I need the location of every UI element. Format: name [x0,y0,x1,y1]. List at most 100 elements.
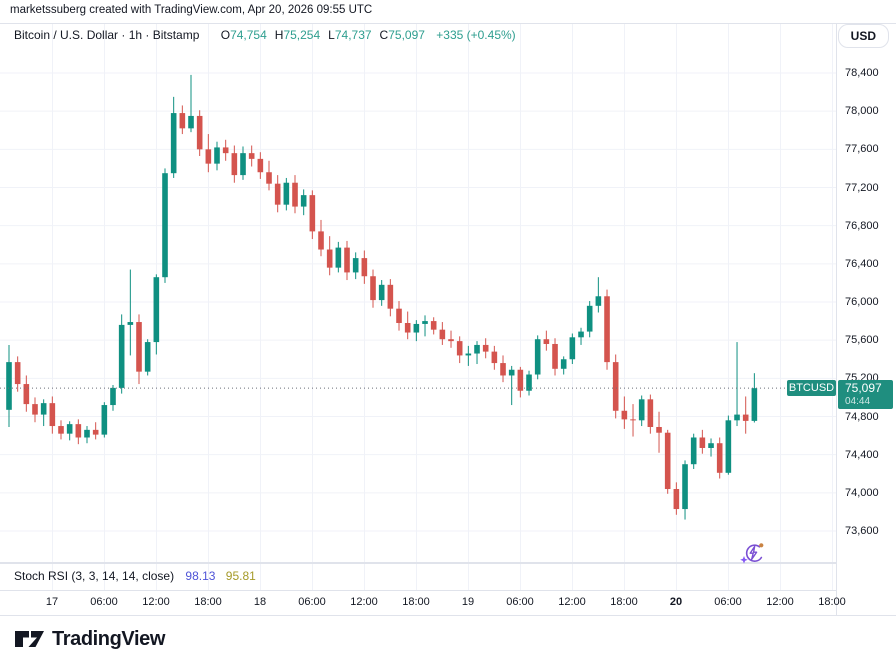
time-axis[interactable]: 17 06:00 12:00 18:00 18 06:00 12:00 18:00 19 06:0… [0,590,846,616]
candle-body [604,296,610,363]
candle-body [274,183,281,205]
candle-body [673,489,680,510]
candle-body [448,339,454,342]
candle-body [621,410,628,420]
candle-body [595,296,602,306]
candle-body [66,424,73,434]
candle-body [552,343,558,369]
candle-body [266,172,272,184]
candle-body [586,305,593,332]
chart-legend: Bitcoin / U.S. Dollar · 1h · Bitstamp O7… [14,28,516,42]
candle-body [413,323,420,333]
candle-body [638,399,645,421]
candle-body [742,414,749,421]
ai-refresh-icon [740,543,764,564]
candle-body [656,426,662,433]
candle-body [6,362,12,410]
candle-body [162,173,168,278]
candle-body [664,432,671,490]
tradingview-logo[interactable]: TradingView [14,626,165,652]
price-axis-label: 74,400 [845,448,879,461]
open-label: O [220,28,231,42]
candle-body [378,284,385,301]
candle-body [118,324,125,388]
candle-body [300,195,307,207]
high-label: H [274,28,284,42]
bar-countdown: 04:44 [845,396,871,408]
candle-body [84,429,90,438]
candle-body [387,284,394,309]
price-axis-label: 75,600 [845,334,879,347]
candle-body [344,247,350,273]
indicator-title[interactable]: Stoch RSI (3, 3, 14, 14, close) [14,569,175,583]
low-value: 74,737 [334,28,372,42]
pane-divider[interactable] [0,562,836,564]
candle-body [569,337,576,360]
price-axis-label: 74,000 [845,486,879,499]
candle-body [196,115,203,150]
candle-body [214,147,220,164]
candle-body [699,437,706,448]
low-label: L [328,28,335,42]
attribution-text: marketssuberg created with TradingView.c… [10,4,373,16]
time-axis-label: 12:00 [558,596,586,608]
candle-body [517,369,524,391]
time-axis-label: 18:00 [194,596,222,608]
time-axis-label: 06:00 [714,596,742,608]
close-value: 75,097 [388,28,425,42]
candle-body [127,322,134,325]
time-axis-label: 20 [669,596,683,608]
candle-body [318,231,324,250]
candle-body [612,362,619,411]
candle-body [543,339,550,344]
price-axis-label: 78,000 [845,105,879,118]
attribution-bar: marketssuberg created with TradingView.c… [0,0,896,24]
candle-body [136,322,142,372]
candlestick-chart[interactable] [0,0,836,615]
candle-body [508,369,515,376]
candle-body [352,258,359,273]
candle-body [370,276,376,301]
candle-body [92,429,99,435]
time-axis-label: 12:00 [350,596,378,608]
candle-body [526,374,532,391]
time-axis-label: 19 [461,596,475,608]
candle-body [58,426,64,434]
ai-refresh-button[interactable] [738,538,768,568]
indicator-k-value: 98.13 [185,569,216,583]
price-axis[interactable]: 75,097 04:44 78,400 78,000 77,600 77,200 76,… [836,23,896,615]
candle-body [110,387,116,406]
symbol-title[interactable]: Bitcoin / U.S. Dollar · 1h · Bitstamp [14,28,200,42]
candle-body [491,351,498,364]
candle-body [647,399,654,427]
candle-body [248,153,255,159]
candle-body [205,149,212,164]
candle-body [682,464,688,510]
candle-body [335,247,342,268]
last-price-value: 75,097 [845,381,882,396]
candle-body [534,339,541,375]
ohlc-values: O74,754 H75,254 L74,737 C75,097 [213,28,425,42]
candle-body [170,113,177,174]
price-axis-label: 74,800 [845,410,879,423]
time-axis-label: 17 [45,596,59,608]
candle-body [630,419,636,421]
candle-body [179,113,186,129]
candle-body [14,362,21,385]
price-axis-label: 73,600 [845,525,879,537]
time-axis-label: 12:00 [766,596,794,608]
candle-body [49,403,56,427]
candle-body [32,404,38,415]
candle-body [153,277,160,343]
candle-body [439,329,446,340]
candle-body [725,420,732,473]
candle-body [716,443,723,473]
candle-body [40,403,47,415]
candle-body [144,342,151,372]
currency-toggle-button[interactable]: USD [837,24,889,48]
footer: TradingView [0,615,896,662]
candle-body [240,153,246,176]
time-axis-label: 18:00 [402,596,430,608]
candle-body [578,331,584,338]
